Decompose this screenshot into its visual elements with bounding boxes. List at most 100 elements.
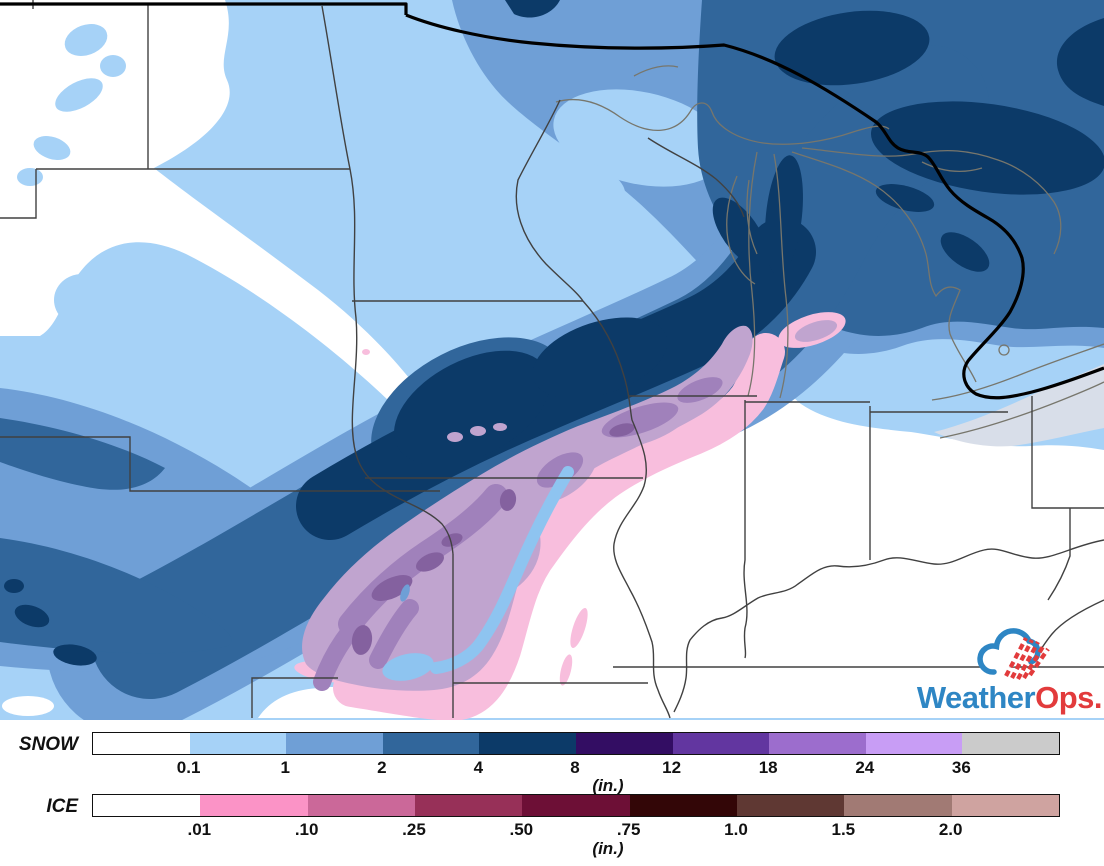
snow-legend-segment-4: [479, 733, 576, 754]
lake-huron-west-shoreline: [791, 151, 977, 383]
weatherops-cloud-icon: [977, 628, 1050, 680]
ice-tick-label: .50: [509, 820, 534, 839]
snow-legend-row: SNOW 0.1 1 2 4 8 12 18 24 36 (in.): [0, 720, 1104, 795]
boundaries-layer: [0, 0, 1104, 719]
snow-4in-blob: [14, 604, 50, 628]
manitoulin-shoreline: [921, 161, 983, 173]
snow-sliver-in-ice-zone: [400, 584, 410, 602]
ice-tick-label: 1.5: [831, 820, 856, 839]
light-snow-patch: [100, 55, 126, 77]
snow-legend-units: (in.): [592, 776, 624, 795]
ice-legend-units: (in.): [592, 839, 624, 858]
door-peninsula-shoreline: [746, 179, 758, 255]
lake-michigan-west-shoreline: [747, 151, 758, 397]
snow-4in-blob: [4, 579, 24, 593]
ice-legend-colorbar: [92, 794, 1060, 817]
ice-tick-label: .75: [616, 820, 641, 839]
legend-area: SNOW 0.1 1 2 4 8 12 18 24 36 (in.) ICE .01.10.25…: [0, 720, 1104, 866]
state-border: [647, 137, 745, 218]
no-snow-region-southeast: [258, 344, 1104, 718]
canada-border-lakes: [405, 13, 1104, 400]
snow-4in-blob: [505, 0, 560, 18]
state-border: [0, 436, 440, 492]
ice-speck: [493, 423, 507, 431]
snow-tick-label: 36: [951, 758, 971, 777]
state-border-mississippi-river: [582, 300, 671, 719]
snow-tick-label: 2: [377, 758, 387, 777]
ice-pink-streak: [559, 654, 573, 686]
state-border: [1047, 508, 1071, 601]
snow-legend-segment-2: [286, 733, 383, 754]
lake-st-clair-shoreline: [998, 344, 1010, 356]
ice-purple-finger: [369, 599, 419, 669]
snow-2in-finger: [0, 538, 232, 654]
ice-purple-finger: [313, 615, 365, 691]
snow-legend-segment-8: [865, 733, 963, 754]
snow-2in-fingers-southwest: [0, 418, 232, 654]
ice-legend-segment-3: [414, 795, 523, 816]
light-snow-patch: [245, 14, 267, 30]
ice-legend-segment-5: [629, 795, 737, 816]
snow-4in-blob: [940, 232, 990, 272]
snow-legend-segment-9: [962, 733, 1059, 754]
isle-royale-shoreline: [633, 65, 679, 77]
snow-4in-blob: [1056, 18, 1104, 106]
light-snow-bay-wisconsin: [544, 158, 626, 206]
ice-legend-segment-4: [522, 795, 630, 816]
snow-legend-ticks: 0.1 1 2 4 8 12 18 24 36: [92, 758, 1058, 778]
ice-purple-band: [338, 484, 508, 636]
lake-erie-north-shoreline: [931, 343, 1104, 401]
snow-tick-label: 24: [855, 758, 875, 777]
no-snow-region-northwest: [0, 0, 420, 402]
international-border: [0, 2, 1104, 400]
weatherops-logo: WeatherOps.: [890, 620, 1104, 718]
ice-tick-label: .10: [294, 820, 319, 839]
light-snow-bay-wisconsin: [553, 89, 727, 187]
hatch-stripe: [1022, 643, 1046, 680]
state-border-missouri-river: [349, 168, 454, 555]
ice-legend-segment-6: [736, 795, 845, 816]
ice-layer: [294, 312, 846, 720]
snow-4in-lake-michigan-finger: [765, 155, 803, 275]
ice-dark-spot: [609, 423, 635, 437]
light-snow-patch: [33, 136, 71, 160]
state-borders: [0, 0, 1104, 719]
ice-legend-segment-0: [93, 795, 201, 816]
forecast-map-image: [0, 0, 1104, 720]
ice-tick-label: .25: [402, 820, 426, 839]
snow-tick-label: 4: [473, 758, 484, 777]
state-border: [0, 169, 37, 219]
snow-4in-blobs-northeast: [505, 0, 1104, 272]
state-border-red-river: [321, 5, 351, 170]
snow-4in-blob: [774, 10, 930, 86]
snow-4in-blob: [53, 644, 97, 666]
snow-streak-in-ice-zone: [382, 653, 434, 681]
snow-tick-label: 1: [280, 758, 290, 777]
cloud-outline: [977, 628, 1041, 675]
light-snow-patch: [54, 274, 110, 326]
snow-tick-label: 8: [570, 758, 580, 777]
ice-specks-inside-snow-band: [362, 349, 507, 442]
state-border-st-croix-river: [515, 99, 584, 302]
green-bay-shoreline: [726, 175, 756, 285]
snow-tick-label: 18: [758, 758, 778, 777]
ice-legend-ticks: .01 .10 .25 .50 .75 1.0 1.5 2.0: [92, 820, 1058, 840]
light-snow-patch: [340, 44, 356, 72]
snow-legend-segment-6: [672, 733, 770, 754]
lake-huron-north-shoreline: [801, 147, 1062, 255]
logo-text-weather: Weather: [916, 680, 1036, 715]
state-border-wabash-river: [743, 400, 748, 659]
state-border: [1031, 396, 1104, 509]
ice-tick-label: 1.0: [724, 820, 748, 839]
ice-tick-label: 2.0: [938, 820, 963, 839]
snow-2in-finger: [0, 418, 165, 490]
snow-legend-segment-5: [575, 733, 673, 754]
ice-legend-row: ICE .01 .10 .25 .50 .75 1.0 1.5 2.0 (in.): [0, 782, 1104, 858]
ice-purple-patch: [536, 452, 584, 488]
snow-layer: [0, 0, 1104, 720]
ice-speck: [470, 426, 486, 436]
lake-michigan-east-shoreline: [773, 153, 789, 399]
state-border-ohio-river: [673, 539, 1104, 713]
state-border: [251, 677, 338, 718]
